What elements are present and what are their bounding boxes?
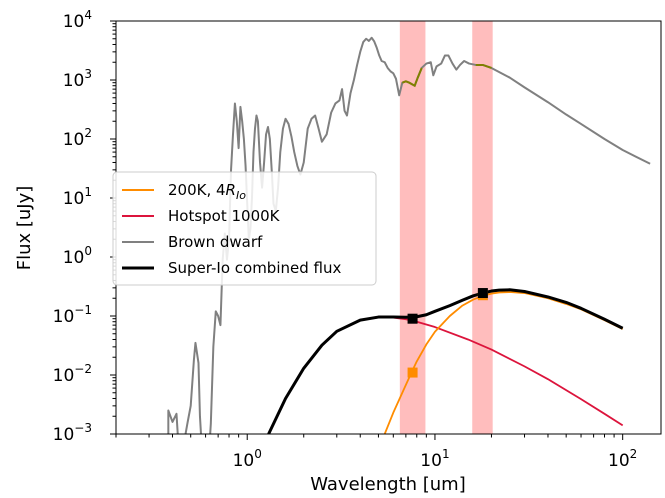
x-axis-ticks: 100 101 102 [115, 434, 637, 471]
photometry-markers [407, 288, 488, 378]
x-tick-label-1: 101 [420, 447, 449, 471]
x-tick-label-0: 100 [233, 447, 262, 471]
y-tick-label-7: 104 [63, 8, 92, 32]
y-tick-label-4: 101 [63, 185, 92, 209]
y-tick-label-2: 10−1 [53, 303, 92, 327]
band-overlap-segment-1 [475, 63, 492, 69]
photometry-marker-0 [407, 367, 418, 378]
y-tick-label-1: 10−2 [53, 362, 92, 386]
y-tick-label-6: 103 [63, 67, 92, 91]
legend-label-2: Brown dwarf [168, 233, 263, 251]
photometry-marker-2 [407, 313, 418, 324]
legend-label-3: Super-Io combined flux [168, 259, 341, 277]
legend-label-0: 200K, 4RIo [168, 181, 246, 202]
wavelength-bands [399, 21, 493, 434]
y-tick-label-3: 100 [63, 244, 92, 268]
legend-box [112, 171, 377, 286]
y-tick-label-5: 102 [63, 126, 92, 150]
y-axis-ticks: 10−3 10−2 10−1 100 101 102 103 104 [53, 8, 116, 445]
legend-label-1: Hotspot 1000K [168, 207, 281, 225]
series-line-1 [267, 316, 624, 434]
wavelength-band-0 [399, 21, 426, 434]
photometry-marker-3 [477, 288, 488, 299]
legend: 200K, 4RIo Hotspot 1000K Brown dwarf Super-… [112, 171, 377, 286]
wavelength-band-1 [472, 21, 493, 434]
band-overlap-segment-0 [401, 67, 423, 88]
y-axis-label: Flux [uJy] [14, 186, 35, 271]
x-tick-label-2: 102 [608, 447, 637, 471]
series-line-3 [267, 288, 624, 434]
x-axis-label: Wavelength [um] [310, 474, 466, 495]
y-tick-label-0: 10−3 [53, 421, 92, 445]
